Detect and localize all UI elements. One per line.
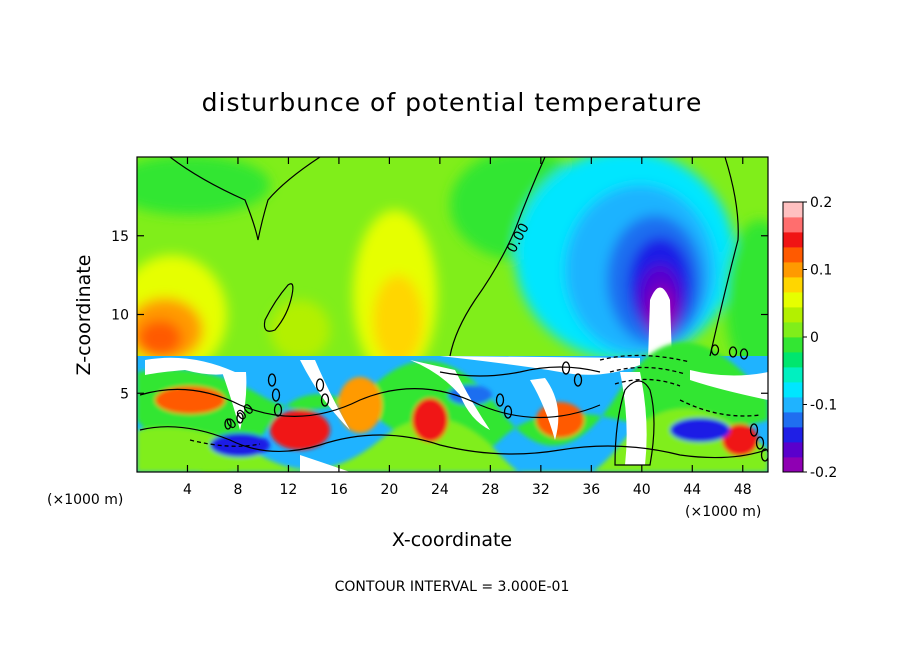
- upper-field: [137, 157, 768, 380]
- plot-area: 0.00 0.00: [137, 157, 768, 472]
- contour-lines: [139, 157, 767, 466]
- zero-contour-right: [709, 157, 739, 357]
- lower-contour-3: [614, 380, 655, 466]
- warm-anomaly-center: [270, 300, 330, 360]
- x-tick-label: 32: [532, 482, 550, 498]
- contour-interval-note: CONTOUR INTERVAL = 3.000E-01: [335, 579, 570, 595]
- zero-contour-island: [263, 283, 294, 332]
- colorbar: 0.2 0.1 0 -0.1 -0.2: [782, 195, 837, 481]
- y-tick-label: 15: [111, 229, 129, 245]
- colorbar-swatch: [783, 352, 803, 368]
- colorbar-swatch: [783, 337, 803, 353]
- lower-band-1: [137, 342, 768, 472]
- colorbar-swatch: [783, 442, 803, 458]
- x-tick-label: 16: [330, 482, 348, 498]
- warm-eddy-6: [722, 424, 758, 456]
- colorbar-swatch: [783, 232, 803, 248]
- y-tick-label: 10: [111, 308, 129, 324]
- colorbar-tick-label: 0.2: [810, 195, 832, 211]
- x-tick-label: 8: [233, 482, 242, 498]
- colorbar-swatch: [783, 217, 803, 233]
- x-unit-label-right: (×1000 m): [685, 504, 761, 520]
- colorbar-swatch: [783, 307, 803, 323]
- chart-title: disturbunce of potential temperature: [202, 88, 703, 117]
- colorbar-swatch: [783, 292, 803, 308]
- warm-eddy-3: [338, 377, 382, 433]
- cold-eddy-2: [670, 418, 730, 442]
- warm-eddy-4: [412, 398, 448, 442]
- x-tick-label: 40: [633, 482, 651, 498]
- colorbar-swatch: [783, 397, 803, 413]
- warm-anomaly-mid-core: [373, 275, 423, 365]
- colorbar-swatch: [783, 262, 803, 278]
- colorbar-swatch: [783, 457, 803, 473]
- lower-band-2: [137, 408, 768, 472]
- x-tick-label: 20: [380, 482, 398, 498]
- lower-contour-4: [439, 366, 601, 377]
- warm-eddy-5: [536, 402, 584, 438]
- colorbar-swatch: [783, 202, 803, 218]
- zero-contour-mid: [449, 157, 546, 357]
- x-tick-label: 12: [280, 482, 298, 498]
- colorbar-swatch: [783, 412, 803, 428]
- warm-anomaly-left-inner: [138, 320, 182, 356]
- warm-eddy-2: [270, 410, 330, 450]
- colorbar-swatch: [783, 427, 803, 443]
- cool-band-top-left: [137, 157, 270, 215]
- colorbar-swatch: [783, 367, 803, 383]
- colorbar-swatch: [783, 277, 803, 293]
- colorbar-tick-label: -0.1: [810, 398, 837, 414]
- colorbar-swatch: [783, 322, 803, 338]
- y-tick-label: 5: [120, 386, 129, 402]
- x-tick-label: 36: [582, 482, 600, 498]
- colorbar-tick-label: 0.1: [810, 263, 832, 279]
- dashed-contours: [189, 354, 761, 447]
- cool-right-edge: [725, 220, 768, 380]
- colorbar-swatch: [783, 382, 803, 398]
- small-contour-rings: [224, 344, 768, 462]
- lower-contour-1: [139, 426, 767, 459]
- x-axis-label: X-coordinate: [392, 529, 512, 551]
- x-tick-label: 28: [481, 482, 499, 498]
- x-tick-label: 48: [734, 482, 752, 498]
- x-unit-label-left: (×1000 m): [47, 492, 123, 508]
- lower-contour-2: [139, 388, 601, 419]
- colorbar-swatch: [783, 247, 803, 263]
- colorbar-tick-label: 0: [810, 330, 819, 346]
- y-axis: 5 10 15: [111, 229, 768, 402]
- white-plume: [648, 287, 672, 360]
- y-axis-label: Z-coordinate: [73, 255, 95, 376]
- x-tick-label: 4: [183, 482, 192, 498]
- x-tick-label: 24: [431, 482, 449, 498]
- colorbar-tick-label: -0.2: [810, 465, 837, 481]
- x-axis: 4 8 12 16 20 24 28 32 36 40 44 48: [183, 157, 752, 498]
- zero-contour-left: [169, 157, 321, 241]
- x-tick-label: 44: [683, 482, 701, 498]
